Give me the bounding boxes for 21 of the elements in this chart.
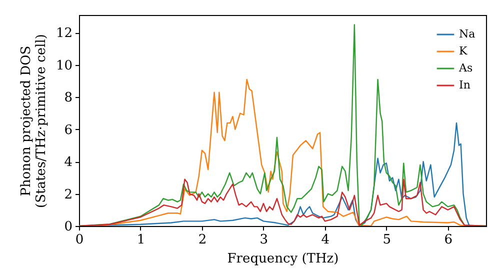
x-axis-title: Frequency (THz)	[227, 252, 339, 266]
y-axis-title: Phonon projected DOS (States/THz·primitive cell)	[18, 34, 49, 208]
y-tick-label: 8	[64, 90, 72, 106]
legend-label: As	[458, 62, 473, 74]
x-tick-label: 3	[260, 232, 268, 248]
y-tick-label: 10	[56, 58, 72, 74]
y-tick-label: 0	[64, 220, 72, 234]
line-series	[79, 178, 486, 226]
x-tick-label: 5	[382, 232, 392, 248]
legend-label: Na	[459, 28, 476, 40]
legend-label: K	[459, 44, 468, 58]
y-tick-label: 12	[56, 26, 72, 42]
x-tick-label: 4	[321, 232, 330, 248]
y-tick-label: 4	[64, 155, 72, 170]
legend-label: In	[459, 78, 470, 92]
y-tick-label: 2	[64, 187, 72, 202]
x-tick-label: 6	[444, 232, 453, 248]
x-tick-label: 2	[198, 232, 207, 248]
x-tick-label: 0	[75, 232, 84, 248]
x-tick-label: 1	[136, 232, 146, 248]
y-tick-label: 6	[64, 122, 72, 138]
